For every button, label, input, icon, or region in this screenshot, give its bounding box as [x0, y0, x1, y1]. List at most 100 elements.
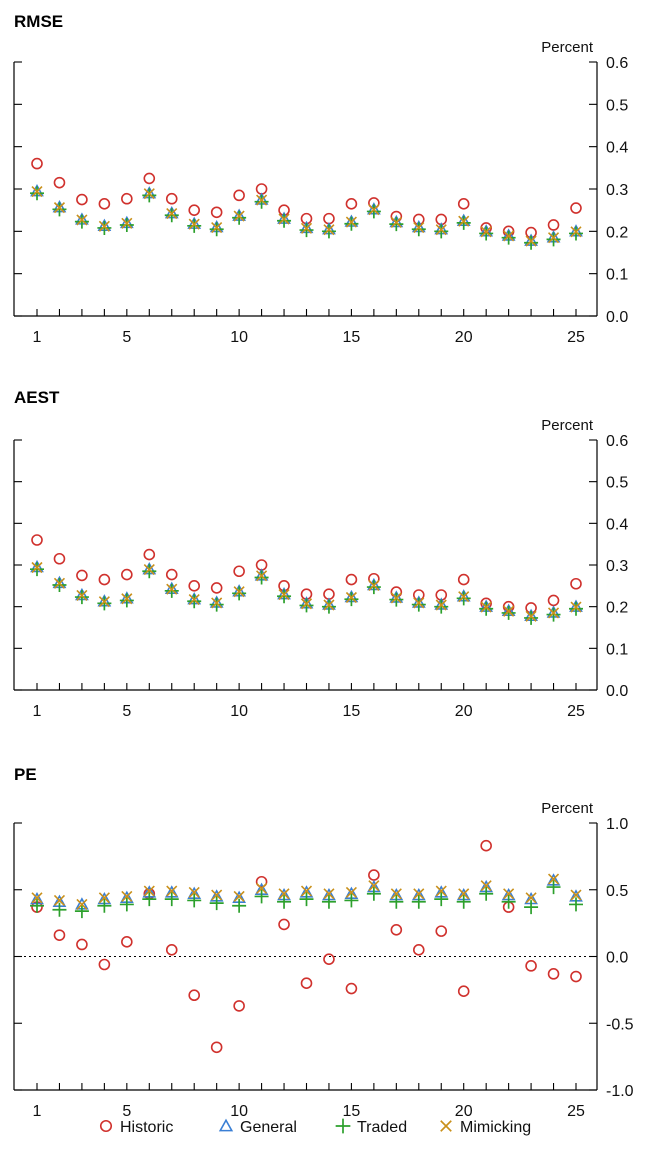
mimicking-point	[211, 597, 223, 609]
historic-point	[457, 198, 470, 210]
traded-point	[546, 232, 561, 247]
traded-point	[232, 898, 247, 913]
traded-point	[119, 593, 134, 608]
traded-point	[321, 599, 336, 614]
y-unit-label: Percent	[541, 800, 594, 817]
y-tick-label: 0.5	[606, 97, 628, 114]
traded-point	[389, 592, 404, 607]
panel-title: RMSE	[14, 12, 63, 31]
legend-item-historic: Historic	[99, 1119, 173, 1136]
mimicking-point	[53, 894, 66, 906]
mimicking-point	[368, 204, 380, 216]
historic-point	[121, 192, 133, 205]
historic-point	[570, 577, 582, 590]
traded-point	[277, 894, 292, 909]
traded-point	[524, 900, 539, 915]
y-tick-label: 0.0	[606, 683, 628, 700]
historic-point	[547, 968, 560, 980]
mimicking-point	[256, 882, 268, 894]
traded-point	[321, 894, 336, 909]
traded-point	[30, 186, 44, 201]
historic-point	[570, 202, 582, 214]
legend-item-general: General	[218, 1118, 297, 1136]
historic-point	[98, 198, 111, 210]
mimicking-point	[233, 890, 245, 902]
historic-point	[53, 552, 66, 565]
traded-point	[411, 222, 426, 237]
traded-point	[209, 896, 224, 911]
y-tick-label: 0.5	[606, 883, 628, 900]
y-tick-label: 0.1	[606, 641, 628, 658]
mimicking-point	[256, 570, 268, 582]
mimicking-point	[256, 194, 268, 206]
historic-point	[98, 958, 111, 971]
mimicking-point	[76, 589, 88, 601]
mimicking-point	[458, 215, 470, 227]
traded-point	[366, 204, 381, 219]
traded-point	[232, 210, 247, 225]
series-historic	[31, 839, 582, 1054]
traded-point	[456, 215, 471, 230]
mimicking-point	[233, 210, 245, 222]
traded-point	[209, 222, 224, 237]
historic-point	[255, 875, 268, 888]
x-tick-label: 20	[455, 329, 473, 346]
traded-point	[569, 226, 583, 241]
traded-point	[30, 562, 44, 577]
mimicking-point	[323, 888, 335, 900]
traded-point	[524, 235, 539, 250]
traded-point	[97, 596, 112, 611]
traded-point	[119, 217, 134, 232]
historic-point	[278, 918, 290, 931]
x-tick-label: 5	[122, 703, 131, 720]
historic-point	[165, 568, 178, 581]
y-tick-label: 0.4	[606, 140, 628, 157]
mimicking-point	[503, 888, 515, 900]
y-tick-label: 0.1	[606, 267, 628, 284]
mimicking-point	[435, 885, 447, 897]
x-tick-label: 10	[230, 1103, 248, 1120]
legend-item-traded: Traded	[335, 1118, 407, 1136]
mimicking-point	[188, 886, 200, 898]
legend-label: General	[240, 1119, 297, 1136]
historic-point	[188, 580, 201, 592]
mimicking-point	[211, 889, 223, 901]
historic-point	[143, 548, 156, 561]
series-mimicking	[31, 873, 582, 911]
panel-title: PE	[14, 765, 37, 784]
mimicking-point	[121, 217, 133, 229]
mimicking-point	[98, 892, 110, 904]
historic-point	[210, 582, 223, 594]
historic-point	[368, 869, 380, 881]
y-tick-label: 0.6	[606, 55, 628, 72]
mimicking-point	[188, 218, 200, 230]
mimicking-point	[211, 221, 223, 234]
mimicking-point	[300, 222, 313, 234]
traded-point	[299, 598, 314, 613]
traded-point	[74, 904, 89, 919]
mimicking-point	[98, 220, 110, 232]
traded-point	[254, 194, 269, 209]
traded-point	[254, 570, 269, 585]
x-tick-label: 1	[33, 1103, 42, 1120]
traded-point	[74, 214, 89, 229]
x-tick-label: 5	[122, 329, 131, 346]
traded-point	[187, 594, 202, 609]
traded-point	[142, 564, 157, 579]
traded-point	[411, 597, 426, 612]
mimicking-point	[413, 597, 425, 609]
historic-point	[345, 573, 358, 586]
mimicking-point	[525, 892, 537, 904]
traded-point	[389, 894, 404, 909]
traded-point	[299, 223, 314, 238]
historic-point	[233, 1000, 245, 1012]
mimicking-point	[233, 586, 245, 598]
traded-point	[299, 892, 314, 907]
y-tick-label: 0.4	[606, 516, 628, 533]
x-tick-label: 15	[343, 703, 361, 720]
mimicking-point	[121, 890, 133, 902]
historic-point	[188, 989, 201, 1002]
historic-point	[480, 839, 492, 852]
